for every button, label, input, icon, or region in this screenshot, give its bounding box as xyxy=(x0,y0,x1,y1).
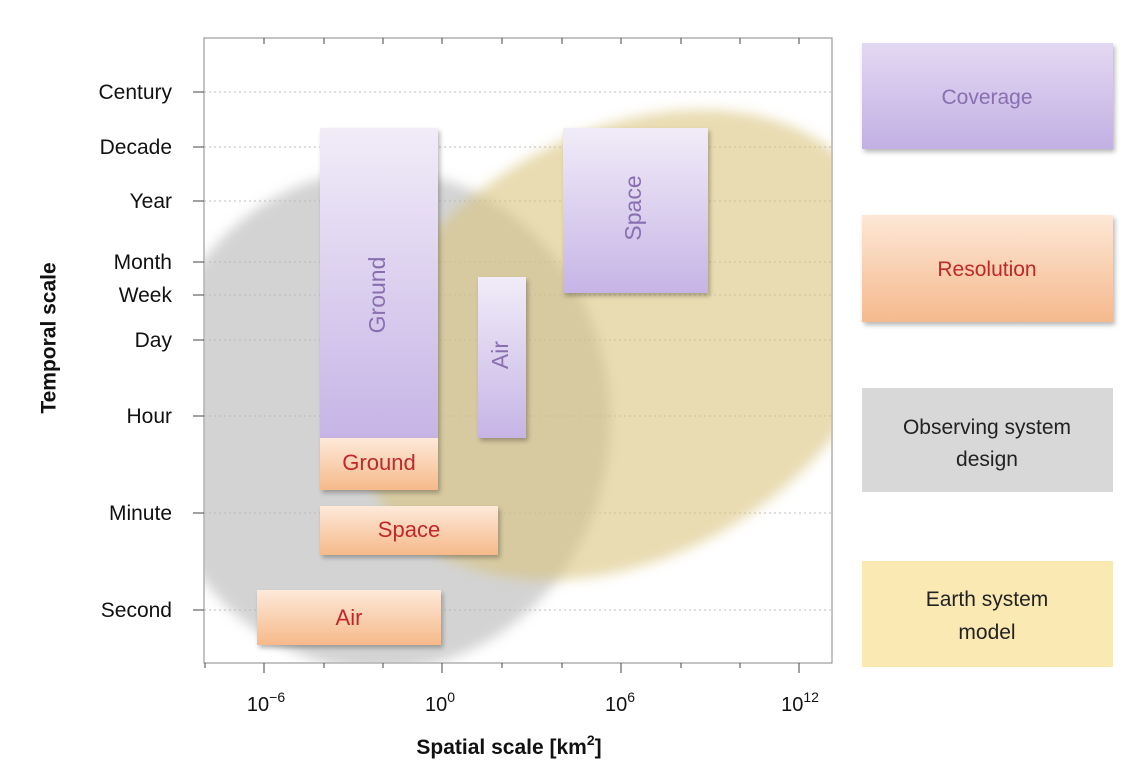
coverage-bar-air xyxy=(478,277,526,438)
y-tick-century: Century xyxy=(98,81,172,104)
resolution-label-air: Air xyxy=(336,605,363,630)
x-tick-1e6: 106 xyxy=(605,689,635,716)
x-tick-1e-6: 10−6 xyxy=(247,689,285,716)
legend-resolution-box xyxy=(862,215,1113,322)
legend-observing-box xyxy=(862,388,1113,492)
y-axis-title: Temporal scale xyxy=(38,262,61,413)
y-tick-day: Day xyxy=(135,329,173,352)
legend-coverage-label: Coverage xyxy=(941,86,1032,109)
y-tick-week: Week xyxy=(119,284,173,307)
legend-observing-label-line1: Observing system xyxy=(903,416,1071,439)
x-axis-title: Spatial scale [km2] xyxy=(416,732,601,759)
x-axis-top-ticks xyxy=(263,38,800,44)
legend-resolution-label: Resolution xyxy=(937,258,1036,281)
coverage-bar-ground xyxy=(320,128,438,438)
legend-earth-label-line1: Earth system xyxy=(926,588,1049,611)
resolution-bar-ground xyxy=(320,438,438,490)
coverage-label-air: Air xyxy=(487,341,513,369)
x-tick-1e0: 100 xyxy=(425,689,455,716)
earth-system-ellipse xyxy=(355,109,832,581)
x-axis-ticks xyxy=(204,663,800,673)
legend-earth-label-line2: model xyxy=(958,621,1015,644)
y-tick-second: Second xyxy=(101,599,172,622)
legend-earth-box xyxy=(862,561,1113,667)
y-tick-month: Month xyxy=(114,251,172,274)
y-tick-year: Year xyxy=(130,190,172,213)
resolution-label-space: Space xyxy=(378,517,440,542)
x-tick-1e12: 1012 xyxy=(781,689,819,716)
y-tick-minute: Minute xyxy=(109,502,172,525)
resolution-label-ground: Ground xyxy=(342,450,415,475)
coverage-bar-space xyxy=(563,128,708,293)
y-tick-decade: Decade xyxy=(100,136,172,159)
coverage-label-ground: Ground xyxy=(364,257,390,334)
resolution-bar-air xyxy=(257,590,441,645)
y-tick-hour: Hour xyxy=(126,405,172,428)
y-axis-ticks xyxy=(193,91,204,611)
resolution-bar-space xyxy=(320,506,498,555)
legend-observing-label-line2: design xyxy=(956,448,1018,471)
legend-coverage-box xyxy=(862,43,1113,149)
coverage-label-space: Space xyxy=(620,175,646,240)
